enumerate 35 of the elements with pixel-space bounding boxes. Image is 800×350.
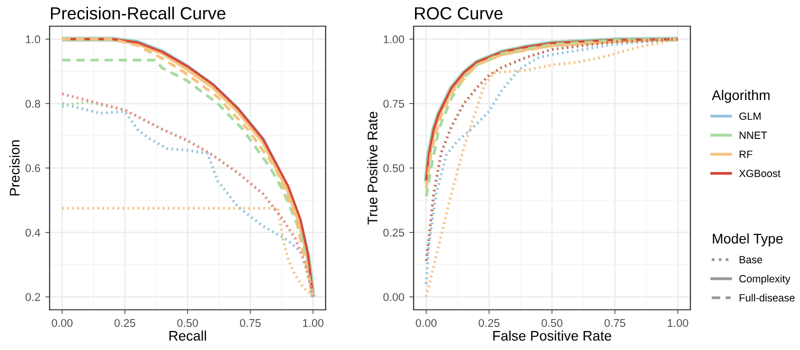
y-axis-title: Precision xyxy=(9,140,20,196)
y-tick-label: 0.75 xyxy=(383,100,404,108)
x-axis-title: Recall xyxy=(169,330,206,341)
x-tick-label: 1.00 xyxy=(668,319,688,327)
x-tick-label: 1.00 xyxy=(303,319,324,327)
y-tick-label: 0.6 xyxy=(26,164,40,172)
text: Base xyxy=(740,256,762,264)
x-tick-label: 0.50 xyxy=(542,319,562,327)
x-tick-label: 0.25 xyxy=(114,319,136,327)
x-tick-label: 0.00 xyxy=(52,319,73,327)
y-tick-label: 0.2 xyxy=(26,293,40,301)
text: Algorithm xyxy=(712,90,770,103)
y-tick-label: 1.0 xyxy=(26,35,40,44)
y-tick-label: 0.4 xyxy=(26,228,40,237)
y-tick-label: 0.8 xyxy=(26,100,40,108)
x-tick-label: 0.00 xyxy=(416,319,437,327)
x-axis-title: False Positive Rate xyxy=(493,330,612,341)
chart-title: Precision-Recall Curve xyxy=(51,6,226,20)
legend-label: NNET xyxy=(740,132,767,139)
chart-title: ROC Curve xyxy=(415,7,503,20)
text: Complexity xyxy=(739,274,790,284)
x-tick-label: 0.75 xyxy=(604,319,626,327)
y-axis-title: True Positive Rate xyxy=(367,112,378,225)
y-tick-label: 1.00 xyxy=(384,35,404,44)
x-tick-label: 0.75 xyxy=(240,319,261,327)
y-tick-label: 0.25 xyxy=(383,228,404,237)
x-tick-label: 0.25 xyxy=(478,319,500,327)
text: Model Type xyxy=(712,233,783,246)
legend-label: GLM xyxy=(739,112,761,120)
y-tick-label: 0.00 xyxy=(383,293,404,301)
legend-label: RF xyxy=(740,150,752,158)
text: Full-disease xyxy=(740,294,795,302)
x-tick-label: 0.50 xyxy=(177,319,198,327)
y-tick-label: 0.50 xyxy=(383,164,404,172)
legend-label: XGBoost xyxy=(739,170,780,178)
